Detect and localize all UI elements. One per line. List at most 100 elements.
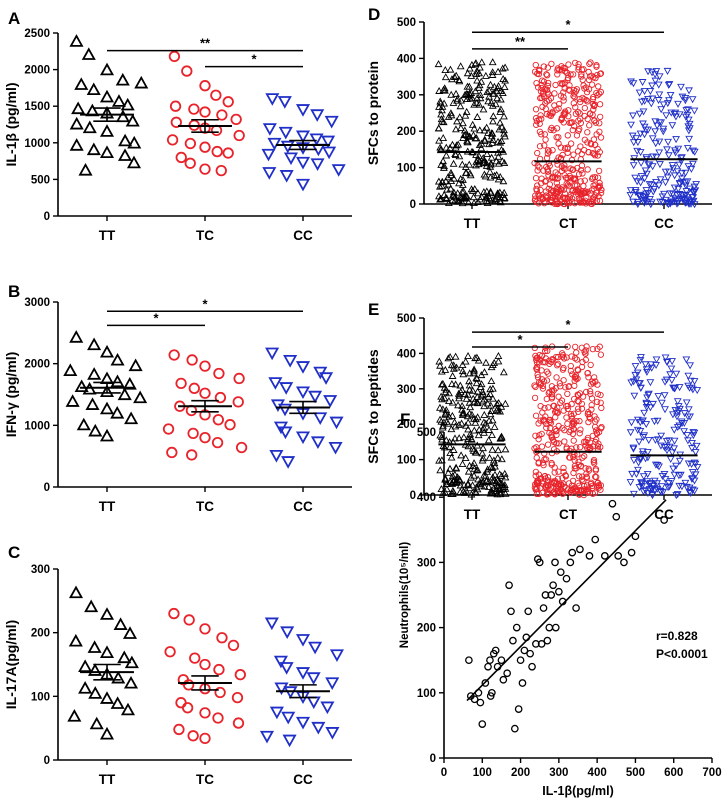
data-point (484, 482, 493, 490)
data-point (542, 136, 549, 143)
data-point (436, 361, 444, 369)
data-point (684, 372, 693, 380)
data-point (69, 330, 84, 343)
data-point (539, 604, 548, 612)
y-tick-label: 500 (31, 174, 50, 186)
data-point (554, 183, 561, 191)
data-point (578, 73, 585, 80)
data-point (654, 97, 663, 105)
data-point (631, 532, 640, 541)
data-point (496, 172, 505, 180)
data-point (224, 419, 236, 431)
data-point (452, 125, 460, 133)
data-point (295, 634, 311, 647)
data-point (596, 120, 603, 127)
data-point (459, 409, 468, 417)
data-point (552, 169, 559, 176)
panel-c: C 0 100 200 300 IL-17A(pg/ml) TT TC CC (3, 543, 352, 787)
data-point (210, 89, 222, 101)
data-point (438, 379, 447, 387)
data-point (647, 361, 656, 369)
data-point (450, 72, 459, 80)
data-point (578, 363, 586, 371)
data-point (578, 476, 586, 483)
series-tc (166, 50, 245, 177)
data-point (87, 640, 102, 653)
data-point (479, 158, 488, 166)
data-point (546, 162, 553, 170)
data-point (487, 363, 496, 371)
data-point (438, 405, 447, 413)
data-point (543, 395, 550, 403)
data-point (451, 151, 460, 159)
data-point (331, 164, 346, 177)
data-point (569, 420, 576, 427)
data-point (496, 488, 505, 496)
data-point (497, 656, 506, 665)
y-tick-label: 200 (417, 623, 436, 635)
data-point (559, 184, 566, 191)
data-point (532, 432, 539, 439)
panel-label: E (368, 300, 379, 319)
data-point (551, 469, 558, 476)
data-point (199, 80, 211, 92)
data-point (68, 633, 83, 647)
significance-label: * (251, 52, 257, 67)
data-point (646, 404, 655, 412)
data-point (554, 200, 561, 208)
data-point (651, 140, 660, 148)
y-tick-label: 100 (397, 455, 416, 467)
data-point (627, 419, 636, 427)
data-point (441, 73, 450, 81)
data-point (647, 182, 656, 190)
data-point (584, 369, 591, 377)
data-point (127, 135, 142, 149)
data-point (646, 87, 655, 95)
data-point (295, 431, 311, 445)
data-point (477, 391, 486, 399)
data-point (175, 697, 187, 709)
data-point (579, 94, 586, 102)
data-point (593, 398, 601, 406)
data-point (587, 59, 594, 66)
data-point (233, 372, 245, 385)
data-point (648, 485, 657, 493)
data-point (133, 390, 148, 404)
data-point (538, 131, 545, 138)
data-point (488, 68, 497, 76)
data-point (447, 171, 456, 179)
data-point (436, 99, 445, 107)
data-point (458, 459, 467, 467)
data-point (473, 398, 481, 406)
data-point (667, 365, 676, 373)
data-point (479, 425, 487, 433)
data-point (586, 122, 593, 129)
series-cc (626, 67, 701, 209)
data-point (494, 352, 503, 360)
data-point (545, 623, 554, 632)
data-point (677, 178, 686, 186)
x-tick-label: 300 (549, 767, 568, 779)
y-tick-label: 100 (31, 691, 50, 703)
data-point (655, 149, 664, 157)
data-point (436, 431, 445, 439)
data-point (663, 359, 672, 367)
data-point (436, 466, 445, 474)
data-point (585, 418, 592, 426)
data-point (574, 405, 582, 412)
data-point (480, 368, 489, 376)
data-point (440, 394, 449, 402)
data-point (491, 470, 499, 478)
data-point (643, 449, 652, 456)
data-point (477, 380, 486, 388)
data-point (545, 172, 552, 179)
data-point (164, 646, 176, 658)
data-point (477, 371, 486, 379)
data-point (184, 137, 197, 150)
data-point (477, 192, 486, 200)
data-point (588, 406, 595, 413)
y-tick-label: 0 (44, 211, 50, 223)
data-point (451, 193, 460, 201)
data-point (447, 168, 455, 176)
data-point (533, 198, 540, 206)
